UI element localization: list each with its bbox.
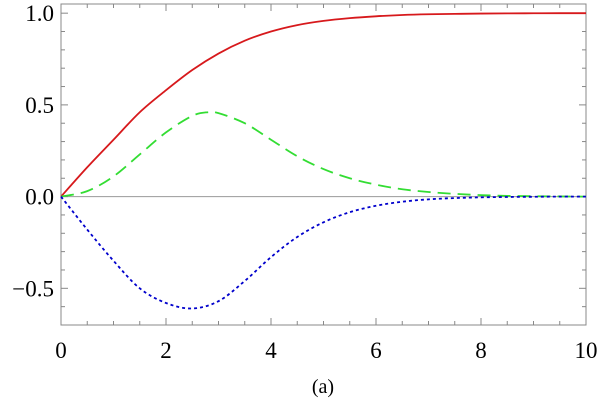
plot-frame xyxy=(60,3,587,326)
y-tick-label: 1.0 xyxy=(25,1,54,26)
figure-caption: (a) xyxy=(312,376,334,398)
y-tick-label: −0.5 xyxy=(12,276,54,301)
x-tick-label: 10 xyxy=(575,338,598,363)
series-lines xyxy=(60,12,587,310)
x-tick-label: 8 xyxy=(475,338,487,363)
series-line-dotted xyxy=(60,195,587,310)
y-tick-label: 0.0 xyxy=(25,185,54,210)
x-tick-label: 6 xyxy=(370,338,382,363)
x-tick-label: 2 xyxy=(160,338,172,363)
plot-border xyxy=(60,3,587,326)
y-tick-label: 0.5 xyxy=(25,93,54,118)
series-line-dashed xyxy=(60,110,587,198)
x-tick-label: 4 xyxy=(265,338,277,363)
x-tick-label: 0 xyxy=(55,338,67,363)
series-line-solid xyxy=(60,12,587,198)
tick-labels: 0 2 4 6 8 10 −0.5 0.0 0.5 1.0 xyxy=(12,1,597,363)
